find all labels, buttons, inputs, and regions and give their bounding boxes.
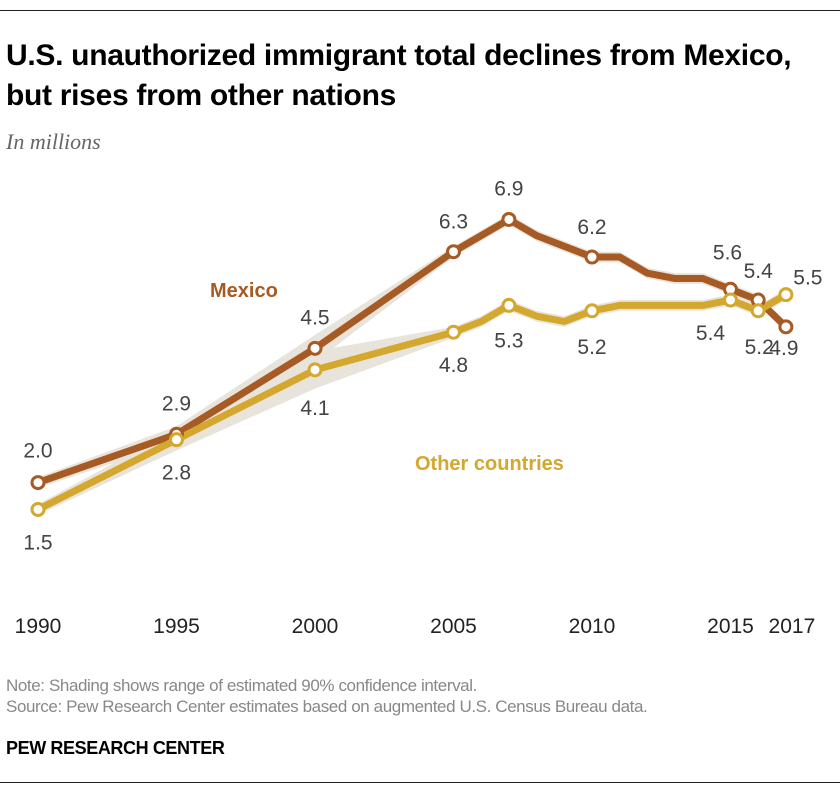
data-label-mexico-2005: 6.3 <box>439 211 468 234</box>
x-tick-2005: 2005 <box>430 615 477 638</box>
ci-band-other-countries <box>38 289 786 515</box>
data-label-mexico-2000: 4.5 <box>300 306 329 329</box>
brand-logo-text: PEW RESEARCH CENTER <box>6 738 225 758</box>
data-labels: 2.02.94.56.36.96.25.65.44.91.52.84.14.85… <box>23 177 822 554</box>
point-other-countries-2015 <box>723 292 738 308</box>
x-tick-2017: 2017 <box>769 615 816 638</box>
series-label-mexico: Mexico <box>210 280 278 302</box>
series-label-other-countries: Other countries <box>415 453 564 475</box>
data-label-other-countries-2000: 4.1 <box>300 397 329 420</box>
data-label-mexico-2007: 6.9 <box>494 177 523 200</box>
data-label-mexico-2015: 5.6 <box>713 241 742 264</box>
x-tick-2010: 2010 <box>569 615 616 638</box>
data-label-other-countries-2007: 5.3 <box>494 329 523 352</box>
point-mexico-2005 <box>446 244 461 260</box>
data-label-other-countries-2016: 5.2 <box>745 336 774 359</box>
point-mexico-2017 <box>778 319 794 335</box>
point-other-countries-2017 <box>778 287 794 303</box>
line-other-countries <box>36 291 788 513</box>
point-other-countries-2000 <box>307 362 323 378</box>
series-lines <box>36 215 789 513</box>
data-label-mexico-1995: 2.9 <box>162 392 191 415</box>
data-label-mexico-2016: 5.4 <box>744 260 774 283</box>
x-tick-1990: 1990 <box>15 615 62 638</box>
chart-title: U.S. unauthorized immigrant total declin… <box>6 39 792 112</box>
x-tick-2000: 2000 <box>292 615 339 638</box>
point-mexico-2007 <box>501 211 517 227</box>
point-other-countries-2016 <box>750 303 766 319</box>
data-label-mexico-1990: 2.0 <box>23 440 52 463</box>
data-label-other-countries-2017: 5.5 <box>793 267 822 290</box>
point-other-countries-1990 <box>30 501 46 517</box>
data-label-other-countries-1990: 1.5 <box>23 531 52 554</box>
data-label-mexico-2017: 4.9 <box>769 337 798 360</box>
chart-source: Source: Pew Research Center estimates ba… <box>6 697 648 716</box>
chart-subtitle: In millions <box>6 129 101 154</box>
x-tick-1995: 1995 <box>153 615 200 638</box>
ci-band-mexico <box>38 214 786 488</box>
chart-note: Note: Shading shows range of estimated 9… <box>6 676 477 695</box>
point-mexico-2000 <box>307 340 323 356</box>
data-label-other-countries-2015: 5.4 <box>696 322 726 345</box>
point-mexico-1990 <box>30 475 46 491</box>
data-points <box>30 211 794 517</box>
bottom-rule <box>0 782 840 783</box>
data-label-mexico-2010: 6.2 <box>577 216 606 239</box>
x-axis-ticks: 1990 1995 2000 2005 2010 2015 2017 <box>15 615 816 638</box>
point-mexico-2010 <box>584 249 600 265</box>
data-label-other-countries-2010: 5.2 <box>577 336 606 359</box>
point-other-countries-2007 <box>501 297 517 313</box>
point-other-countries-2010 <box>584 303 600 319</box>
top-rule <box>0 10 840 11</box>
line-mexico <box>36 215 789 486</box>
x-tick-2015: 2015 <box>707 615 754 638</box>
confidence-bands <box>38 214 786 515</box>
data-label-other-countries-1995: 2.8 <box>162 462 191 485</box>
data-label-other-countries-2005: 4.8 <box>439 354 468 377</box>
point-other-countries-2005 <box>446 324 461 340</box>
point-other-countries-1995 <box>169 432 184 448</box>
line-chart: 2.02.94.56.36.96.25.65.44.91.52.84.14.85… <box>15 177 823 638</box>
